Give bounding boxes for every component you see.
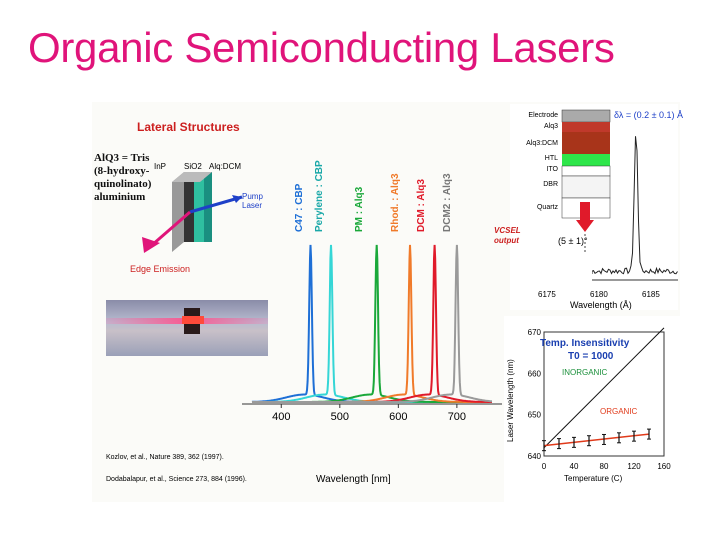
temp-subtitle: T0 = 1000 — [568, 351, 614, 362]
layer-label: Alq3 — [543, 123, 558, 130]
alq-def-line: AlQ3 = Tris — [94, 152, 150, 164]
x-tick-label: 400 — [272, 411, 290, 423]
reference-2: Dodabalapur, et al., Science 273, 884 (1… — [106, 476, 247, 483]
edge-emission-label: Edge Emission — [130, 264, 191, 274]
pump-line: Laser — [242, 201, 263, 210]
x-tick-label: 700 — [448, 411, 466, 423]
x-tick-label: 500 — [331, 411, 349, 423]
series-label-dcm2: DCM2 : Alq3 — [442, 173, 453, 232]
alq-def-line: aluminium — [94, 191, 146, 203]
temp-title: Temp. Insensitivity — [540, 338, 630, 349]
pump-line: Pump — [242, 192, 263, 201]
temp-ylabel: Laser Wavelength (nm) — [506, 359, 515, 442]
series-label-rhod: Rhod. : Alq3 — [390, 173, 401, 232]
series-label-c47: C47 : CBP — [294, 183, 305, 232]
slide-title: Organic Semiconducting Lasers — [28, 24, 615, 71]
spectra-xlabel: Wavelength [nm] — [316, 474, 391, 485]
device-photo — [106, 300, 268, 356]
layer-label: Quartz — [536, 204, 558, 211]
pump-laser-label: Pump Laser — [242, 192, 263, 210]
emission-spectra-chart: 400 500 600 700 — [242, 244, 502, 423]
output-line: output — [494, 236, 519, 245]
vcsel-output-label: VCSEL output — [494, 226, 521, 246]
vcsel-layer-stack — [561, 109, 611, 252]
lateral-heading: Lateral Structures — [137, 120, 240, 134]
temp-plot-frame — [543, 331, 665, 457]
vcsel-tick: 6185 — [642, 290, 660, 299]
temp-y-tick: 660 — [528, 369, 542, 378]
x-tick-label: 600 — [389, 411, 407, 423]
organic-fit-line — [543, 433, 650, 447]
vcsel-xlabel: Wavelength (Å) — [570, 300, 632, 310]
vcsel-angle: (5 ± 1)° — [558, 236, 588, 246]
alq-def-line: quinolinato) — [94, 178, 152, 190]
temp-x-tick: 80 — [600, 462, 609, 471]
reference-1: Kozlov, et al., Nature 389, 362 (1997). — [106, 454, 224, 461]
series-label-dcm: DCM : Alq3 — [416, 179, 427, 232]
temp-y-tick: 640 — [528, 452, 542, 461]
spectrum-line-5 — [252, 244, 492, 403]
inorganic-label: INORGANIC — [562, 368, 608, 377]
vcsel-linewidth: δλ = (0.2 ± 0.1) Å — [614, 110, 684, 120]
alq-definition: AlQ3 = Tris (8-hydroxy- quinolinato) alu… — [94, 152, 151, 204]
temp-panel — [504, 316, 680, 502]
vcsel-tick: 6175 — [538, 290, 556, 299]
label-alq-dcm: Alq:DCM — [209, 162, 242, 171]
series-label-pm: PM : Alq3 — [354, 186, 365, 232]
layer-label: DBR — [543, 181, 558, 188]
label-sio2: SiO2 — [184, 162, 202, 171]
label-inp: InP — [154, 162, 167, 171]
layer-label: ITO — [546, 166, 558, 173]
temp-x-tick: 40 — [570, 462, 579, 471]
temp-y-tick: 650 — [528, 411, 542, 420]
vcsel-tick: 6180 — [590, 290, 608, 299]
series-label-perylene: Perylene : CBP — [314, 160, 325, 232]
layer-label: Electrode — [528, 112, 558, 119]
alq-def-line: (8-hydroxy- — [94, 165, 150, 177]
organic-label: ORGANIC — [600, 407, 638, 416]
layer-label: HTL — [544, 155, 558, 162]
temp-xlabel: Temperature (C) — [564, 474, 623, 483]
temp-y-tick: 670 — [528, 328, 542, 337]
temp-x-tick: 160 — [657, 462, 671, 471]
lateral-device-diagram — [142, 172, 243, 253]
vcsel-layer-labels: Electrode Alq3 Alq3:DCM HTL ITO DBR Quar… — [492, 110, 558, 213]
vcsel-spectrum-line — [592, 136, 678, 275]
vcsel-spectrum — [592, 136, 678, 281]
temperature-chart: 0 40 80 120 160 640 650 660 670 — [528, 327, 671, 471]
temp-x-tick: 120 — [627, 462, 641, 471]
inorganic-line — [543, 327, 665, 449]
layer-label: Alq3:DCM — [526, 140, 558, 147]
figure-panel: Lateral Structures AlQ3 = Tris (8-hydrox… — [92, 102, 684, 502]
output-line: VCSEL — [494, 226, 521, 235]
temp-x-tick: 0 — [542, 462, 547, 471]
